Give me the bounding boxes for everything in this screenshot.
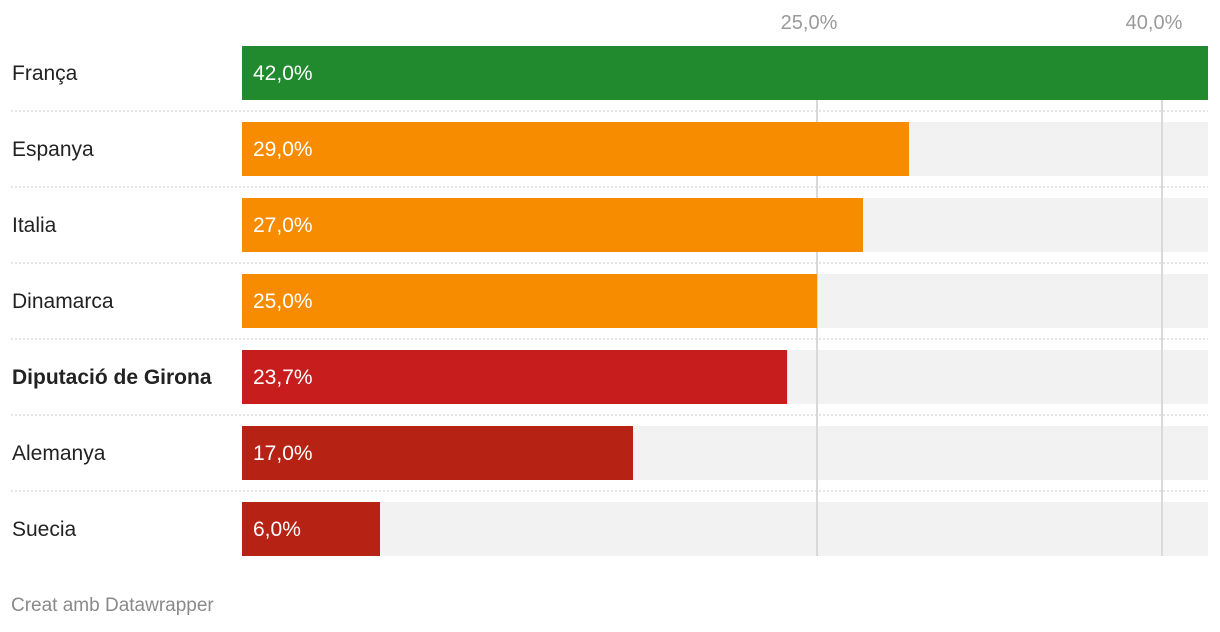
bar [242,122,909,176]
category-label: Alemanya [12,442,106,465]
category-label: Diputació de Girona [12,366,212,389]
bar [242,46,1208,100]
category-label: Suecia [12,518,77,541]
value-label: 6,0% [253,518,301,541]
bar [242,274,817,328]
value-label: 29,0% [253,138,313,161]
category-label: Italia [12,214,57,237]
row-separators [11,110,1208,492]
tick-label: 25,0% [781,12,838,34]
value-label: 25,0% [253,290,313,313]
bar [242,198,863,252]
value-label: 42,0% [253,62,313,85]
tick-label: 40,0% [1126,12,1183,34]
bar [242,350,788,404]
value-label: 23,7% [253,366,313,389]
footer-credit[interactable]: Creat amb Datawrapper [11,595,214,616]
category-label: Dinamarca [12,290,114,313]
bar-track [242,502,1208,556]
bars: 42,0% França 29,0% Espanya 27,0% Italia 25,0% D… [12,46,1208,556]
bar [242,426,633,480]
value-label: 17,0% [253,442,313,465]
category-label: Espanya [12,138,94,161]
value-label: 27,0% [253,214,313,237]
bar [242,502,380,556]
category-label: França [12,62,78,85]
